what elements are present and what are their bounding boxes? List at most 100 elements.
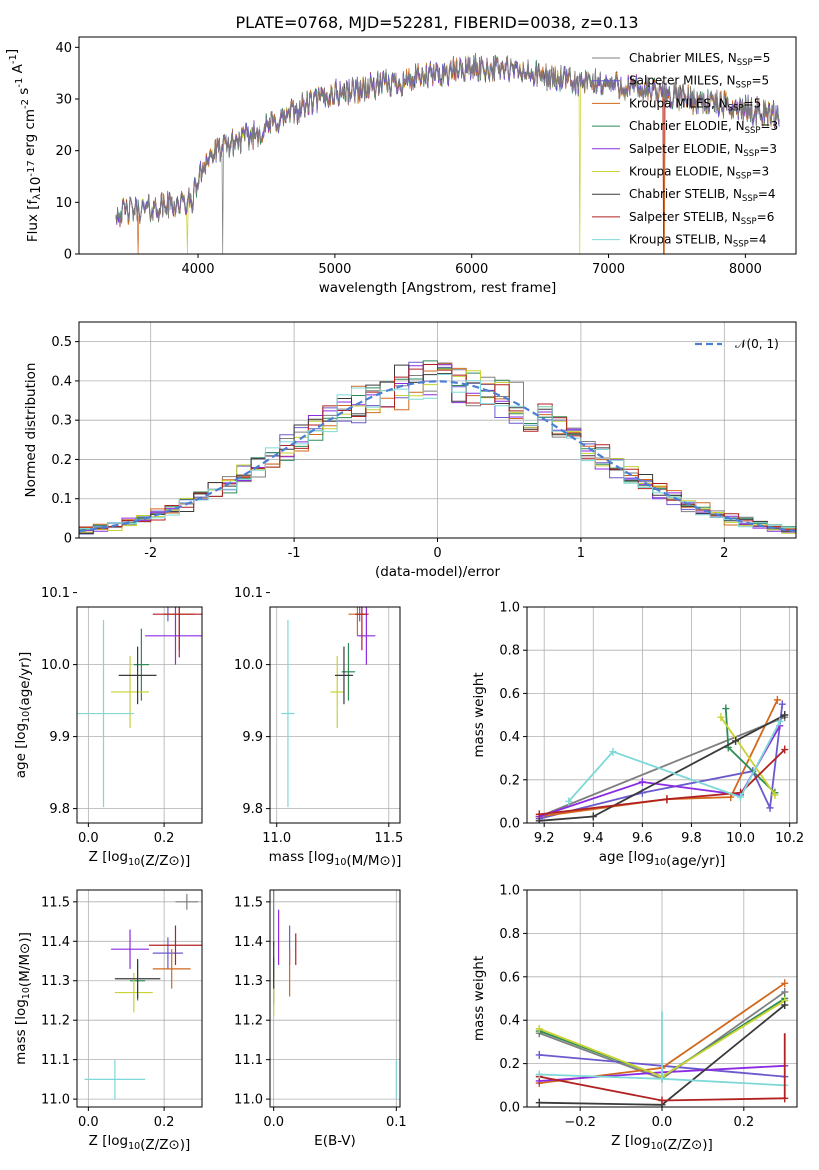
y-tick-label: 9.9 bbox=[49, 730, 70, 745]
y-tick-label: 0.2 bbox=[499, 773, 520, 788]
errorbar-point-salpeter-miles bbox=[359, 607, 361, 622]
weight-marker bbox=[766, 803, 774, 812]
weight-line-kroupa-elodie bbox=[720, 716, 776, 796]
errorbar-point-salpeter-miles bbox=[167, 607, 169, 622]
weight-marker bbox=[535, 1050, 543, 1059]
y-tick-label: 1.0 bbox=[499, 884, 520, 899]
y-tick-label: 0 bbox=[64, 248, 72, 263]
y-axis-label: mass weight bbox=[471, 956, 487, 1041]
errorbar-point-chabrier-stelib bbox=[335, 646, 353, 705]
histogram-salpeter-stelib bbox=[79, 364, 796, 531]
y-tick-label: 1.0 bbox=[499, 601, 520, 616]
weight-marker bbox=[776, 717, 784, 726]
x-tick-label: 0.0 bbox=[263, 1115, 284, 1130]
residuals-panel: -2 -1 0 1 2 0 0.1 0.2 0.3 0.4 0.5 (data-model)/erro… bbox=[23, 321, 797, 580]
x-tick-label: 6000 bbox=[455, 262, 488, 277]
x-tick-label: 0.2 bbox=[154, 831, 175, 846]
mass-vs-EBV-panel: 0.0 0.1 11.0 11.1 11.2 11.3 11.4 11.5 E(B-V) bbox=[234, 889, 407, 1149]
weight-marker bbox=[535, 1024, 543, 1033]
weight-marker bbox=[717, 713, 725, 722]
weight-marker bbox=[781, 1001, 789, 1010]
x-tick-label: -1 bbox=[288, 546, 301, 561]
weight-line-kroupa-stelib bbox=[568, 721, 781, 802]
weight-marker bbox=[535, 810, 543, 819]
y-axis-label: age [log10(age/yr)] bbox=[13, 652, 33, 778]
weights-vs-age-panel: 9.2 9.4 9.6 9.8 10.0 10.2 0.0 0.2 0.4 0.6 0.8 1.0 ag… bbox=[471, 601, 804, 870]
y-tick-label: 9.9 bbox=[242, 730, 263, 745]
y-tick-label: 11.3 bbox=[234, 974, 263, 989]
legend-entry: Kroupa STELIB, NSSP=4 bbox=[592, 233, 767, 250]
x-tick-label: 10.0 bbox=[726, 831, 755, 846]
x-tick-label: 9.6 bbox=[632, 831, 653, 846]
weight-line-chabrier-miles bbox=[538, 716, 786, 818]
legend-entry: Kroupa MILES, NSSP=5 bbox=[592, 96, 761, 113]
weight-marker bbox=[658, 1096, 666, 1105]
normal-reference-curve bbox=[79, 380, 796, 533]
weight-line-chabrier-stelib bbox=[539, 714, 786, 822]
errorbar-point-salpeter-elodie bbox=[111, 929, 149, 969]
x-tick-label: 0.0 bbox=[78, 831, 99, 846]
x-tick-label: 0.2 bbox=[154, 1115, 175, 1130]
x-axis-label: E(B-V) bbox=[314, 1133, 356, 1149]
weights-vs-Z-panel: −0.2 0.0 0.2 0.0 0.2 0.4 0.6 0.8 1.0 Z [log10(Z/Z… bbox=[471, 884, 798, 1153]
errorbar-point-chabrier-stelib bbox=[118, 646, 157, 705]
y-axis-label: mass [log10(M/M⊙)] bbox=[13, 932, 33, 1065]
x-axis-label: mass [log10(M/M⊙)] bbox=[269, 849, 402, 869]
weight-marker bbox=[609, 747, 617, 756]
axes-frame bbox=[269, 889, 401, 1108]
y-tick-label: 9.8 bbox=[49, 802, 70, 817]
axes-frame bbox=[76, 606, 203, 824]
x-axis-label: Z [log10(Z/Z⊙)] bbox=[89, 1133, 191, 1153]
x-tick-label: 9.2 bbox=[534, 831, 555, 846]
age-vs-mass-plot-area bbox=[270, 607, 400, 823]
errorbar-point-kroupa-stelib bbox=[281, 619, 295, 808]
y-tick-label: 11.0 bbox=[41, 1093, 70, 1108]
x-tick-label: 0 bbox=[433, 546, 441, 561]
legend-entry: Salpeter ELODIE, NSSP=3 bbox=[592, 142, 777, 159]
y-tick-label: 0.4 bbox=[51, 374, 72, 389]
x-axis-label: Z [log10(Z/Z⊙)] bbox=[611, 1133, 713, 1153]
y-tick-label: 0.2 bbox=[51, 453, 72, 468]
weight-marker bbox=[781, 979, 789, 988]
legend-entry: Kroupa ELODIE, NSSP=3 bbox=[592, 165, 769, 182]
legend-label: 𝒩(0, 1) bbox=[735, 337, 779, 351]
figure-title: PLATE=0768, MJD=52281, FIBERID=0038, z=0… bbox=[235, 13, 638, 32]
y-tick-label: 0.5 bbox=[51, 335, 72, 350]
legend-entry: Chabrier MILES, NSSP=5 bbox=[592, 51, 770, 68]
errorbar-point-salpeter-stelib bbox=[148, 925, 202, 965]
weight-marker bbox=[778, 700, 786, 709]
y-tick-label: 11.4 bbox=[41, 935, 70, 950]
y-tick-label: 11.4 bbox=[234, 935, 263, 950]
errorbar-point-kroupa-miles bbox=[152, 949, 191, 989]
legend-label: Chabrier STELIB, NSSP=4 bbox=[629, 187, 776, 204]
y-tick-label: 11.5 bbox=[41, 895, 70, 910]
residuals-plot-area bbox=[79, 322, 796, 538]
x-tick-label: 10.2 bbox=[775, 831, 804, 846]
weight-marker bbox=[589, 812, 597, 821]
x-tick-label: 0.0 bbox=[652, 1115, 673, 1130]
y-tick-label: 10 bbox=[55, 196, 72, 211]
y-tick-label: 11.1 bbox=[41, 1053, 70, 1068]
y-tick-label: 0.2 bbox=[499, 1057, 520, 1072]
y-tick-label: 10.0 bbox=[234, 658, 263, 673]
weight-marker bbox=[535, 1098, 543, 1107]
axes-frame bbox=[76, 889, 203, 1108]
legend-entry: Chabrier STELIB, NSSP=4 bbox=[592, 187, 776, 204]
y-tick-label: 11.3 bbox=[41, 974, 70, 989]
weights-vs-age-plot-area bbox=[527, 607, 797, 823]
axes-frame bbox=[269, 606, 401, 824]
weight-marker bbox=[781, 711, 789, 719]
x-tick-label: 9.4 bbox=[583, 831, 604, 846]
axes-frame bbox=[78, 321, 797, 539]
y-axis-label: Normed distribution bbox=[23, 363, 39, 498]
errorbar-point-kroupa-stelib bbox=[77, 619, 134, 808]
errorbar-point-chabrier-stelib bbox=[114, 959, 161, 999]
x-axis-label: age [log10(age/yr)] bbox=[599, 849, 725, 869]
weight-marker bbox=[722, 704, 730, 713]
x-tick-label: −0.2 bbox=[564, 1115, 596, 1130]
legend-label: Kroupa MILES, NSSP=5 bbox=[629, 96, 761, 113]
mass-vs-Z-panel: 0.0 0.2 11.0 11.1 11.2 11.3 11.4 11.5 Z [log10(Z… bbox=[13, 889, 203, 1153]
mass-vs-EBV-plot-area bbox=[270, 890, 400, 1107]
x-tick-label: 2 bbox=[720, 546, 728, 561]
x-tick-label: 0.1 bbox=[386, 1115, 407, 1130]
